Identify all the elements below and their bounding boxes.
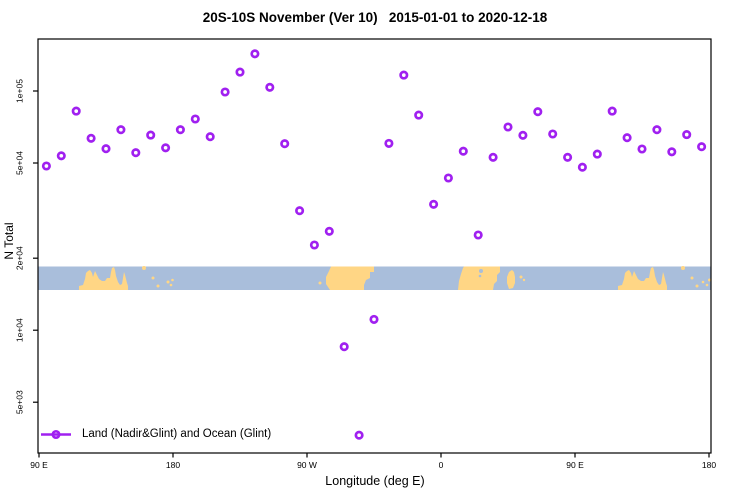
- land-shape: [79, 267, 128, 290]
- island-dot: [156, 284, 160, 288]
- data-point: [652, 125, 662, 135]
- x-tick-label: 90 W: [297, 460, 317, 470]
- data-point: [131, 148, 141, 158]
- plot-frame: [37, 38, 712, 454]
- data-point: [592, 149, 602, 159]
- data-point: [235, 67, 245, 77]
- data-point: [309, 240, 319, 250]
- data-point: [339, 342, 349, 352]
- data-point: [71, 106, 81, 116]
- data-point: [86, 133, 96, 143]
- island-dot: [695, 284, 699, 288]
- legend-marker-icon: [41, 429, 71, 439]
- data-point: [607, 106, 617, 116]
- data-point: [146, 130, 156, 140]
- y-tick-label: 1e+04: [15, 318, 25, 342]
- island-dot: [701, 280, 705, 284]
- legend: Land (Nadir&Glint) and Ocean (Glint): [40, 428, 271, 440]
- y-tick-label: 2e+04: [15, 246, 25, 270]
- y-tick-label: 5e+03: [15, 390, 25, 414]
- lake-dot: [479, 269, 483, 273]
- data-point: [220, 87, 230, 97]
- x-tick-label: 90 E: [30, 460, 48, 470]
- data-point: [577, 162, 587, 172]
- data-point: [458, 146, 468, 156]
- island-dot: [705, 283, 709, 287]
- island-dot: [171, 278, 174, 282]
- land-shape: [326, 266, 374, 290]
- data-point: [414, 110, 424, 120]
- land-shape: [618, 267, 667, 290]
- island-dot: [690, 276, 694, 280]
- x-tick-label: 180: [166, 460, 180, 470]
- ocean-area: [38, 266, 711, 290]
- data-point: [161, 143, 171, 153]
- chart-title: 20S-10S November (Ver 10) 2015-01-01 to …: [202, 10, 548, 25]
- data-point: [518, 130, 528, 140]
- data-point: [324, 226, 334, 236]
- data-point: [354, 430, 364, 440]
- island-dot: [519, 275, 523, 279]
- land-shape: [458, 266, 500, 290]
- data-point: [41, 161, 51, 171]
- data-point: [503, 122, 513, 132]
- data-point: [295, 206, 305, 216]
- data-point: [563, 152, 573, 162]
- y-axis-title: N Total: [2, 222, 16, 260]
- data-point: [443, 173, 453, 183]
- data-point: [429, 199, 439, 209]
- y-tick-label: 5e+04: [15, 151, 25, 175]
- data-point: [488, 152, 498, 162]
- x-tick-label: 180: [702, 460, 716, 470]
- data-point: [369, 314, 379, 324]
- legend-label: Land (Nadir&Glint) and Ocean (Glint): [82, 428, 272, 440]
- data-point: [697, 142, 707, 152]
- data-point: [190, 114, 200, 124]
- data-point: [473, 230, 483, 240]
- data-point: [533, 107, 543, 117]
- data-point: [56, 151, 66, 161]
- data-point: [250, 49, 260, 59]
- island-dot: [681, 266, 685, 270]
- island-dot: [708, 278, 711, 282]
- data-point: [205, 132, 215, 142]
- data-point: [384, 138, 394, 148]
- data-point: [399, 70, 409, 80]
- x-axis-title: Longitude (deg E): [325, 474, 425, 488]
- y-tick-label: 1e+05: [15, 79, 25, 103]
- island-dot: [142, 266, 146, 270]
- land-shape: [507, 270, 515, 289]
- island-dot: [522, 278, 526, 282]
- data-point: [667, 147, 677, 157]
- lake-dot: [478, 274, 482, 278]
- island-dot: [166, 280, 170, 284]
- data-point: [175, 125, 185, 135]
- x-tick-label: 0: [439, 460, 444, 470]
- data-point: [548, 129, 558, 139]
- data-point: [280, 139, 290, 149]
- data-point: [622, 133, 632, 143]
- data-point: [101, 144, 111, 154]
- data-point: [265, 82, 275, 92]
- island-dot: [151, 276, 155, 280]
- island-dot: [169, 283, 173, 287]
- data-point: [116, 125, 126, 135]
- x-tick-label: 90 E: [566, 460, 584, 470]
- island-dot: [318, 281, 322, 285]
- data-point: [682, 130, 692, 140]
- data-point: [637, 144, 647, 154]
